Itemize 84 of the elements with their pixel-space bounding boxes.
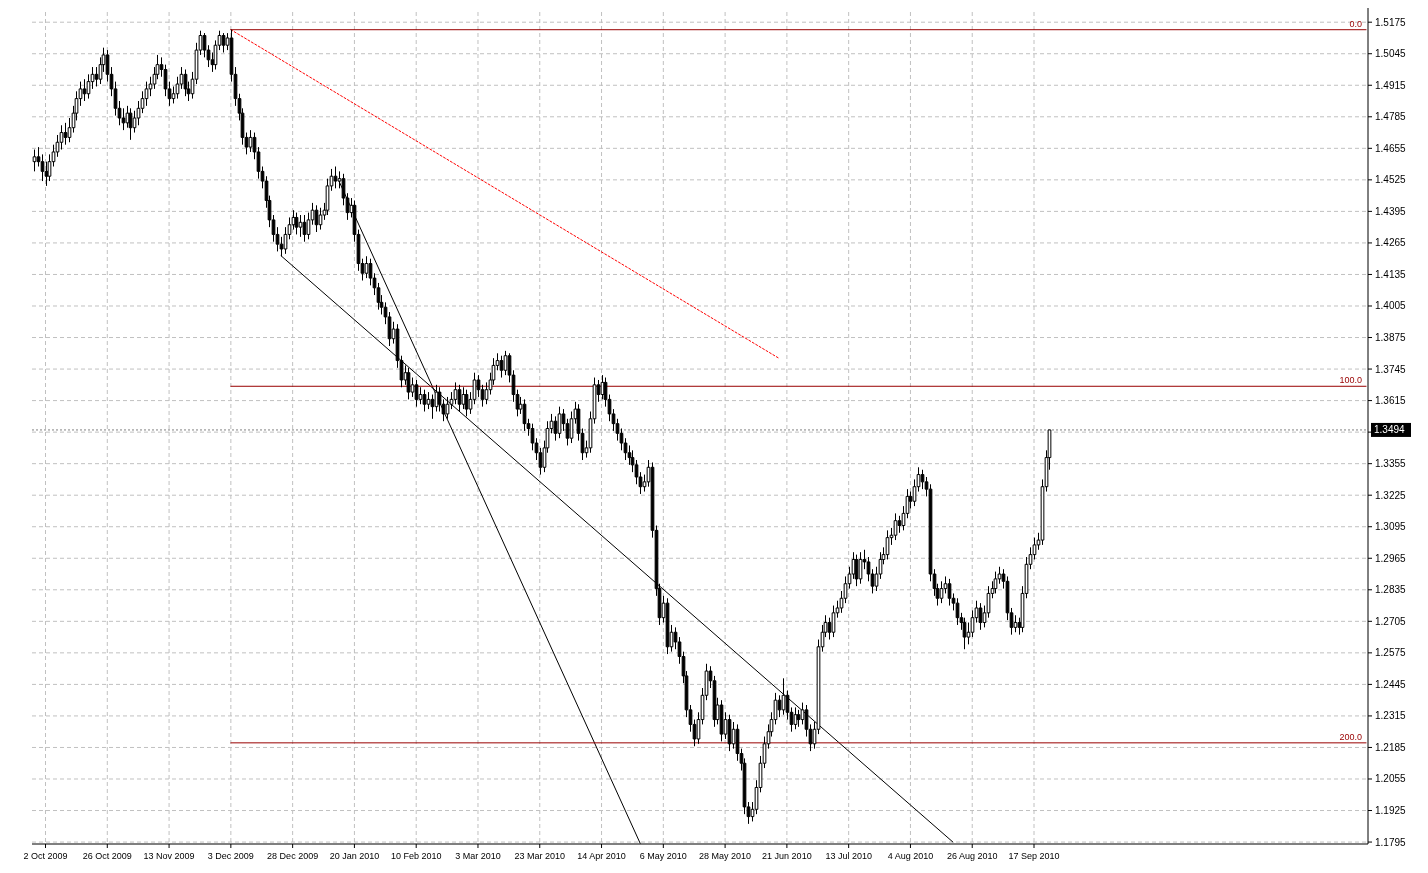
candlestick (978, 602, 983, 631)
y-tick-label: 1.1925 (1375, 805, 1407, 817)
x-tick-label: 23 Mar 2010 (514, 851, 566, 861)
x-tick-label: 20 Jan 2010 (329, 851, 380, 861)
candlestick (457, 384, 462, 413)
candlestick (522, 398, 527, 432)
candlestick (183, 68, 188, 97)
y-tick-label: 1.4525 (1375, 174, 1407, 186)
x-tick-label: 13 Jul 2010 (825, 851, 872, 861)
candlestick (464, 389, 469, 417)
y-tick-label: 1.4655 (1375, 142, 1407, 154)
candlestick (557, 406, 562, 439)
y-tick-label: 1.2575 (1375, 647, 1407, 659)
candlestick (128, 107, 133, 141)
candlestick (63, 122, 68, 146)
candlestick (499, 355, 504, 379)
candlestick (885, 529, 890, 560)
x-tick-label: 10 Feb 2010 (390, 851, 442, 861)
y-tick-label: 1.4915 (1375, 79, 1407, 91)
y-tick-label: 1.3615 (1375, 395, 1407, 407)
x-tick-label: 2 Oct 2009 (23, 851, 68, 861)
candlestick (302, 214, 307, 243)
candlestick (298, 214, 303, 238)
y-tick-label: 1.2055 (1375, 773, 1407, 785)
y-tick-label: 1.4005 (1375, 300, 1407, 312)
candlestick (318, 207, 323, 231)
candlestick (831, 605, 836, 638)
series-label: 100.0 (1339, 375, 1363, 386)
candlestick (32, 149, 37, 172)
candlestick (414, 379, 419, 408)
x-tick-label: 13 Nov 2009 (143, 851, 195, 861)
candlestick (333, 166, 338, 189)
x-tick-label: 28 May 2010 (699, 851, 752, 861)
y-tick-label: 1.4395 (1375, 205, 1407, 217)
candlestick (422, 389, 427, 413)
y-tick-label: 1.2835 (1375, 584, 1407, 596)
candlestick (665, 597, 670, 655)
candlestick (993, 571, 998, 594)
x-tick-label: 26 Aug 2010 (946, 851, 998, 861)
y-tick-label: 1.2705 (1375, 615, 1407, 627)
x-tick-label: 3 Dec 2009 (207, 851, 254, 861)
x-tick-label: 21 Jun 2010 (762, 851, 812, 861)
y-tick-label: 1.4785 (1375, 111, 1407, 123)
candlestick (793, 706, 798, 730)
series-label: 200.0 (1339, 731, 1363, 742)
candlestick (719, 699, 724, 742)
y-tick-label: 1.3355 (1375, 458, 1407, 470)
y-tick-label: 1.2315 (1375, 710, 1407, 722)
candlestick (727, 714, 732, 752)
x-tick-label: 28 Dec 2009 (267, 851, 319, 861)
candlestick (858, 551, 863, 585)
y-tick-label: 1.5175 (1375, 16, 1407, 28)
y-tick-label: 1.3225 (1375, 489, 1407, 501)
candlestick (955, 597, 960, 626)
candlestick (781, 677, 786, 716)
candlestick (893, 512, 898, 541)
x-tick-label: 3 Mar 2010 (455, 851, 501, 861)
y-tick-label: 1.2445 (1375, 678, 1407, 690)
x-tick-label: 4 Aug 2010 (887, 851, 934, 861)
x-tick-label: 14 Apr 2010 (577, 851, 626, 861)
x-tick-label: 26 Oct 2009 (82, 851, 132, 861)
y-tick-label: 1.4135 (1375, 268, 1407, 280)
candlestick (939, 580, 944, 604)
candlestick (854, 554, 859, 587)
y-tick-label: 1.3875 (1375, 332, 1407, 344)
y-tick-label: 1.2965 (1375, 552, 1407, 564)
y-tick-label: 1.1795 (1375, 836, 1407, 848)
y-tick-label: 1.5045 (1375, 48, 1407, 60)
x-tick-label: 6 May 2010 (639, 851, 687, 861)
candlestick (947, 578, 952, 607)
candlestick (445, 396, 450, 420)
x-tick-label: 17 Sep 2010 (1008, 851, 1060, 861)
series-label: 0.0 (1349, 18, 1363, 29)
candlestick (82, 78, 87, 102)
y-tick-label: 1.4265 (1375, 237, 1407, 249)
candlestick (294, 212, 299, 235)
y-tick-label: 1.3745 (1375, 363, 1407, 375)
candlestick (406, 367, 411, 400)
candlestick (221, 32, 226, 54)
y-tick-label: 1.2185 (1375, 741, 1407, 753)
y-tick-label: 1.3095 (1375, 521, 1407, 533)
candlestick (962, 617, 967, 650)
ref-line-label: 1.3494 (1374, 424, 1406, 436)
candlestick (314, 204, 319, 233)
